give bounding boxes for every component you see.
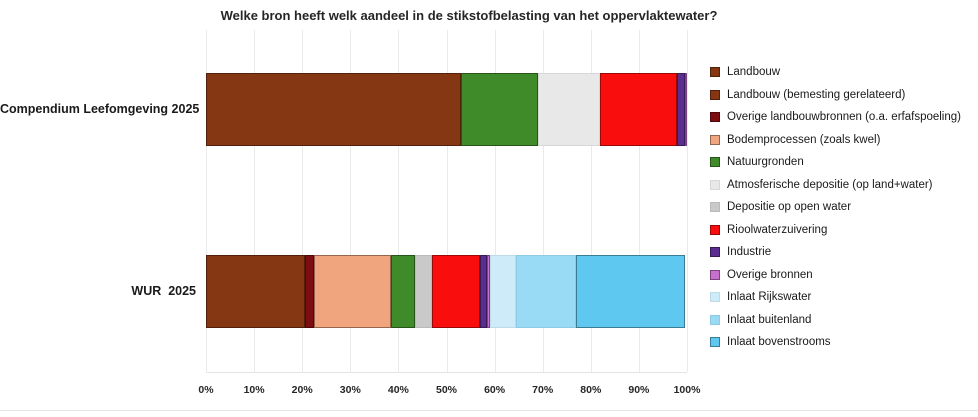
x-axis-tick-label: 10% [243,384,265,396]
segment-industrie [677,73,685,146]
segment-overige-landbouwbronnen-o-a-erfafspoeling [304,255,315,328]
legend-swatch-icon [710,269,720,280]
gridline [638,30,640,372]
segment-overige-bronnen [487,255,490,328]
segment-natuurgronden [391,255,416,328]
legend-item-inlaat-rijkswater: Inlaat Rijkswater [710,286,961,309]
legend: Landbouw Landbouw (bemesting gerelateerd)… [710,61,961,354]
legend-swatch-icon [710,112,720,123]
gridline [206,30,207,372]
gridline [590,30,592,372]
legend-label: Inlaat bovenstrooms [727,336,831,349]
segment-landbouw-bemesting-gerelateerd [206,255,305,328]
legend-item-inlaat-buitenland: Inlaat buitenland [710,309,961,332]
legend-label: Overige landbouwbronnen (o.a. erfafspoel… [727,111,961,124]
legend-swatch-icon [710,337,720,348]
segment-rioolwaterzuivering [432,255,481,328]
x-axis-tick-label: 90% [628,384,650,396]
x-axis-line [206,372,687,373]
legend-label: Overige bronnen [727,268,813,281]
segment-rioolwaterzuivering [600,73,678,146]
x-axis-tick-label: 50% [435,384,458,396]
gridline [350,30,352,372]
legend-item-landbouw-bemesting-gerelateerd: Landbouw (bemesting gerelateerd) [710,84,961,107]
legend-swatch-icon [710,67,720,78]
legend-label: Inlaat Rijkswater [727,291,812,304]
category-label-compendium-leefomgeving-2025: Compendium Leefomgeving 2025 [0,102,200,116]
x-axis-tick-label: 40% [387,384,409,396]
legend-label: Landbouw [727,66,781,79]
category-label-wur-2025: WUR 2025 [131,284,196,298]
legend-label: Atmosferische depositie (op land+water) [727,178,933,191]
gridline [398,30,400,372]
x-axis-tick-label: 30% [339,384,361,396]
legend-swatch-icon [710,202,720,213]
legend-label: Landbouw (bemesting gerelateerd) [727,88,906,101]
chart-title: Welke bron heeft welk aandeel in de stik… [220,8,718,23]
segment-overige-bronnen [684,73,687,146]
legend-swatch-icon [710,247,720,258]
legend-item-atmosferische-depositie-op-land-water: Atmosferische depositie (op land+water) [710,174,961,197]
legend-label: Rioolwaterzuivering [727,223,828,236]
legend-item-industrie: Industrie [710,241,961,264]
legend-item-overige-landbouwbronnen-o-a-erfafspoeling: Overige landbouwbronnen (o.a. erfafspoel… [710,106,961,129]
gridline [542,30,544,372]
legend-item-natuurgronden: Natuurgronden [710,151,961,174]
legend-item-bodemprocessen-zoals-kwel: Bodemprocessen (zoals kwel) [710,129,961,152]
legend-label: Depositie op open water [727,201,852,214]
gridline [687,30,688,372]
legend-item-overige-bronnen: Overige bronnen [710,264,961,287]
segment-industrie [480,255,488,328]
bar-compendium-leefomgeving-2025 [206,73,687,146]
gridline [494,30,496,372]
segment-inlaat-bovenstrooms [576,255,685,328]
legend-swatch-icon [710,134,720,145]
legend-label: Industrie [727,246,772,259]
legend-item-rioolwaterzuivering: Rioolwaterzuivering [710,219,961,242]
x-axis-tick-label: 60% [484,384,506,396]
gridline [302,30,304,372]
figure-bottom-border [0,410,978,411]
legend-swatch-icon [710,224,720,235]
x-axis-tick-label: 70% [532,384,554,396]
x-axis-tick-label: 80% [580,384,602,396]
segment-landbouw [206,73,461,146]
segment-atmosferische-depositie-op-land-water [537,73,601,146]
legend-label: Inlaat buitenland [727,313,812,326]
legend-item-inlaat-bovenstrooms: Inlaat bovenstrooms [710,331,961,354]
legend-swatch-icon [710,157,720,168]
legend-label: Natuurgronden [727,156,804,169]
legend-item-depositie-op-open-water: Depositie op open water [710,196,961,219]
gridline [254,30,256,372]
x-axis-tick-label: 100% [673,384,701,396]
legend-swatch-icon [710,292,720,303]
legend-item-landbouw: Landbouw [710,61,961,84]
legend-swatch-icon [710,314,720,325]
segment-depositie-op-open-water [415,255,433,328]
legend-label: Bodemprocessen (zoals kwel) [727,133,881,146]
x-axis-tick-label: 20% [291,384,313,396]
segment-inlaat-rijkswater [489,255,517,328]
segment-bodemprocessen-zoals-kwel [314,255,392,328]
gridline [446,30,448,372]
segment-inlaat-buitenland [516,255,577,328]
segment-natuurgronden [460,73,538,146]
legend-swatch-icon [710,179,720,190]
legend-swatch-icon [710,89,720,100]
plot-area [206,30,688,372]
x-axis-tick-label: 0% [198,384,214,396]
bar-wur-2025 [206,255,687,328]
